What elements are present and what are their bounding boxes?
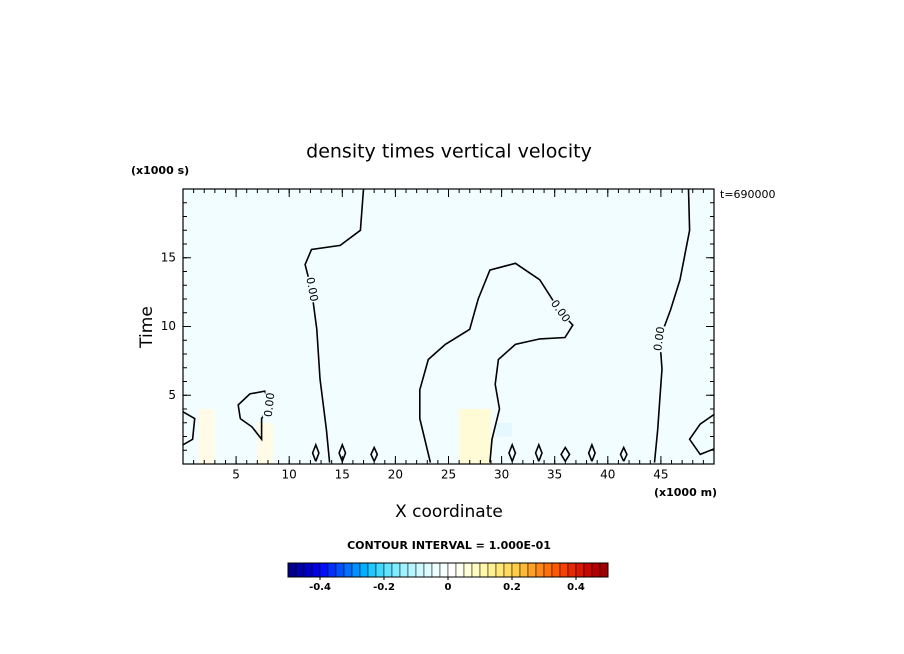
contour-line	[688, 413, 715, 456]
colorbar-cell	[455, 562, 465, 578]
colorbar-cell	[487, 562, 497, 578]
contour-interval-label: CONTOUR INTERVAL = 1.000E-01	[347, 539, 551, 552]
colorbar-cell	[287, 562, 297, 578]
colorbar-cell	[303, 562, 313, 578]
colorbar-cell	[431, 562, 441, 578]
contour-label: 0.00	[262, 392, 278, 418]
colorbar-cell	[575, 562, 585, 578]
colorbar-cell	[399, 562, 409, 578]
x-tick-label: 5	[232, 468, 240, 482]
colorbar-cell	[567, 562, 577, 578]
field-background	[183, 189, 714, 464]
contour-line	[311, 442, 320, 462]
y-tick-label: 10	[161, 319, 176, 333]
colorbar-cell	[407, 562, 417, 578]
y-tick-label: 5	[168, 388, 176, 402]
colorbar-cell	[599, 562, 609, 578]
y-tick-label: 15	[161, 250, 176, 264]
contour-label: 0.00	[303, 276, 320, 302]
x-axis-label: X coordinate	[395, 502, 503, 522]
colorbar-cell	[327, 562, 337, 578]
x-tick-label: 20	[388, 468, 403, 482]
colorbar-cell	[463, 562, 473, 578]
contour-line	[182, 411, 196, 446]
contour-line	[338, 442, 347, 462]
colorbar-cell	[391, 562, 401, 578]
x-unit-label: (x1000 m)	[654, 486, 717, 499]
contour-line	[419, 262, 574, 463]
colorbar-cell	[423, 562, 433, 578]
colorbar-cell	[495, 562, 505, 578]
contour-label-bg	[652, 325, 668, 353]
colorbar-cell	[583, 562, 593, 578]
colorbar-cell	[535, 562, 545, 578]
colorbar-cell	[591, 562, 601, 578]
colorbar-cell	[367, 562, 377, 578]
colorbar-cell	[351, 562, 361, 578]
colorbar-cell	[519, 562, 529, 578]
x-tick-label: 10	[282, 468, 297, 482]
colorbar-cell	[415, 562, 425, 578]
colorbar-cell	[447, 562, 457, 578]
shaded-region	[459, 409, 491, 464]
contour-line	[534, 442, 543, 462]
x-tick-label: 30	[494, 468, 509, 482]
contour-line	[587, 442, 596, 462]
colorbar-cell	[559, 562, 569, 578]
colorbar-cell	[471, 562, 481, 578]
x-tick-label: 15	[335, 468, 350, 482]
colorbar-cell	[335, 562, 345, 578]
contour-line	[370, 445, 379, 462]
contour-label-bg	[262, 391, 278, 419]
colorbar-cell	[551, 562, 561, 578]
colorbar-tick-label: 0.2	[503, 582, 521, 593]
contour-label-bg	[303, 275, 320, 304]
contour-line	[508, 442, 517, 462]
chart-title: density times vertical velocity	[306, 141, 592, 163]
colorbar-cell	[383, 562, 393, 578]
colorbar-cell	[359, 562, 369, 578]
colorbar-tick-label: 0	[445, 582, 452, 593]
colorbar-cell	[375, 562, 385, 578]
colorbar-cell	[343, 562, 353, 578]
contour-line	[619, 445, 628, 462]
shaded-region	[198, 409, 215, 464]
colorbar-cell	[503, 562, 513, 578]
colorbar-cell	[439, 562, 449, 578]
colorbar-tick-label: 0.4	[567, 582, 585, 593]
contour-label-bg	[547, 297, 573, 326]
x-tick-label: 40	[600, 468, 615, 482]
x-tick-label: 35	[547, 468, 562, 482]
colorbar-cell	[543, 562, 553, 578]
colorbar-cell	[479, 562, 489, 578]
y-unit-label: (x1000 s)	[131, 164, 189, 177]
colorbar-cell	[295, 562, 305, 578]
colorbar-cell	[319, 562, 329, 578]
contour-line	[560, 445, 571, 462]
shaded-region	[257, 422, 274, 464]
x-tick-label: 25	[441, 468, 456, 482]
colorbar-cell	[527, 562, 537, 578]
shaded-region	[496, 422, 513, 437]
colorbar-cell	[311, 562, 321, 578]
x-tick-label: 45	[653, 468, 668, 482]
colorbar-cell	[511, 562, 521, 578]
contour-label: 0.00	[651, 326, 667, 352]
y-axis-label: Time	[137, 306, 157, 349]
time-label: t=690000	[720, 188, 776, 201]
colorbar-tick-label: -0.2	[373, 582, 395, 593]
colorbar-tick-label: -0.4	[309, 582, 331, 593]
